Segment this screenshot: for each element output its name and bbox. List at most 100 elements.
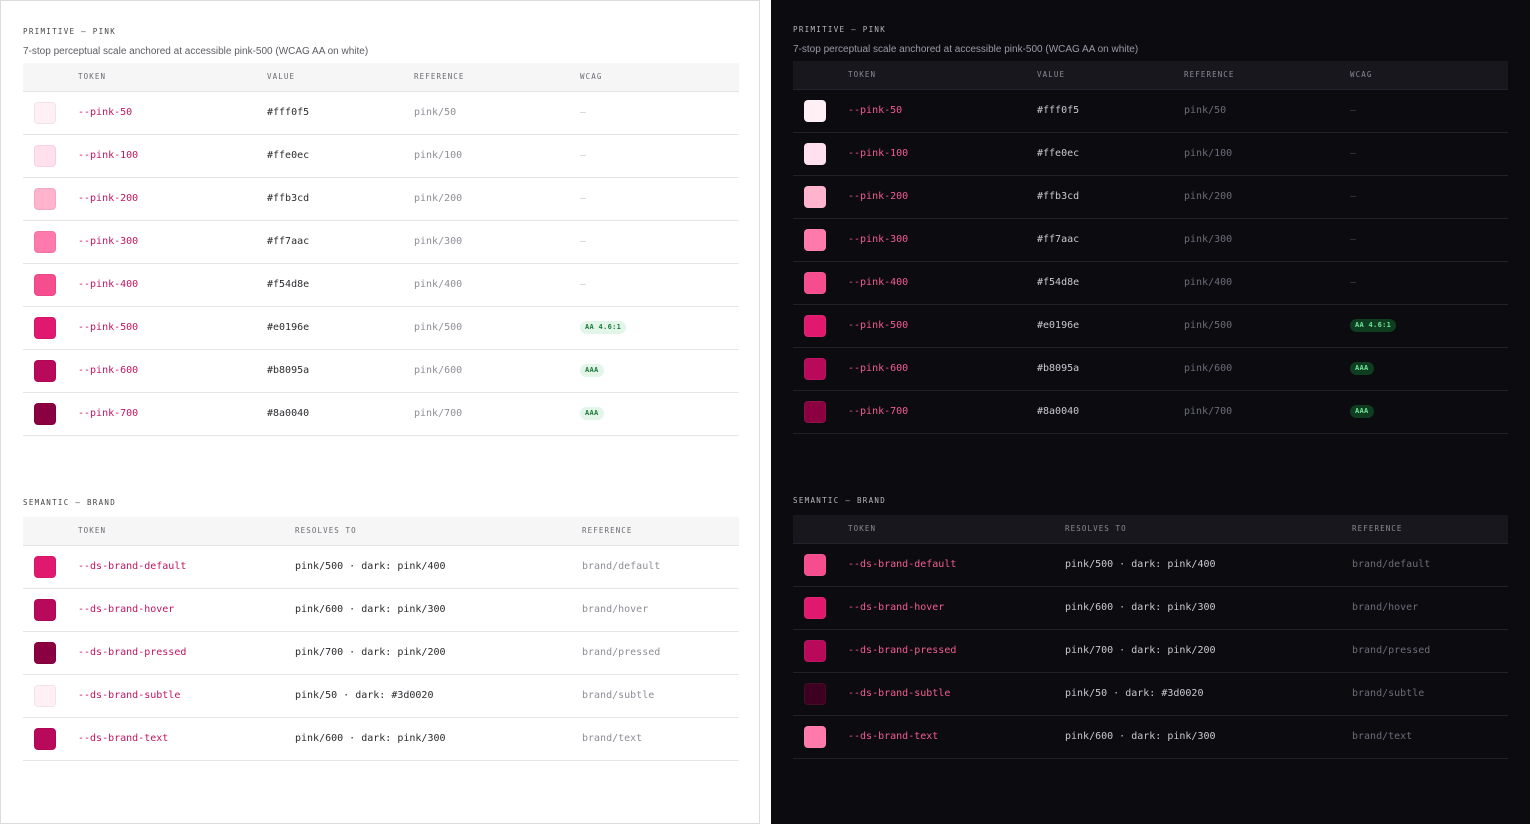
value-column-header: VALUE	[1037, 61, 1184, 90]
table-row: --ds-brand-text pink/600 · dark: pink/300…	[23, 717, 739, 761]
color-swatch	[804, 185, 826, 208]
wcag-cell: —	[580, 177, 739, 221]
semantic-token-table: TOKEN RESOLVES TO REFERENCE --ds-brand-d…	[793, 515, 1508, 759]
color-swatch	[804, 596, 826, 619]
primitive-pink-section: PRIMITIVE — PINK 7-stop perceptual scale…	[793, 24, 1508, 434]
table-header-row: TOKEN RESOLVES TO REFERENCE	[23, 517, 739, 546]
table-row: --pink-600 #b8095a pink/600 AAA	[23, 349, 739, 393]
token-reference: pink/100	[1184, 132, 1350, 176]
token-column-header: TOKEN	[78, 517, 295, 546]
wcag-empty: —	[580, 150, 587, 161]
token-name: --ds-brand-text	[78, 717, 295, 761]
token-reference: pink/500	[414, 306, 580, 350]
color-swatch	[804, 99, 826, 122]
token-name: --pink-300	[78, 220, 267, 264]
table-row: --ds-brand-hover pink/600 · dark: pink/30…	[793, 586, 1508, 630]
swatch-cell	[23, 91, 78, 135]
color-swatch	[34, 727, 56, 750]
wcag-cell: AAA	[1350, 347, 1508, 391]
table-row: --pink-200 #ffb3cd pink/200—	[23, 177, 739, 221]
token-reference: brand/pressed	[582, 631, 739, 675]
swatch-column-header	[23, 63, 78, 92]
table-header-row: TOKEN VALUE REFERENCE WCAG	[793, 61, 1508, 90]
token-name: --pink-300	[848, 218, 1037, 262]
swatch-cell	[793, 89, 848, 133]
swatch-cell	[23, 263, 78, 307]
color-swatch	[804, 271, 826, 294]
token-name: --pink-200	[78, 177, 267, 221]
token-resolves-to: pink/600 · dark: pink/300	[1065, 715, 1352, 759]
wcag-column-header: WCAG	[580, 63, 739, 92]
wcag-empty: —	[580, 193, 587, 204]
color-swatch	[34, 359, 56, 382]
color-swatch	[804, 725, 826, 748]
token-value: #fff0f5	[267, 91, 414, 135]
swatch-cell	[793, 132, 848, 176]
token-reference: pink/300	[1184, 218, 1350, 262]
color-swatch	[34, 684, 56, 707]
token-reference: pink/100	[414, 134, 580, 178]
wcag-empty: —	[1350, 105, 1357, 116]
wcag-empty: —	[1350, 234, 1357, 245]
token-resolves-to: pink/600 · dark: pink/300	[295, 717, 582, 761]
table-row: --pink-50 #fff0f5 pink/50—	[793, 89, 1508, 133]
table-row: --pink-50 #fff0f5 pink/50—	[23, 91, 739, 135]
token-reference: brand/subtle	[1352, 672, 1508, 716]
reference-column-header: REFERENCE	[1184, 61, 1350, 90]
light-theme-panel: PRIMITIVE — PINK 7-stop perceptual scale…	[0, 0, 760, 824]
wcag-cell: AA 4.6:1	[1350, 304, 1508, 348]
token-name: --pink-100	[78, 134, 267, 178]
token-reference: brand/default	[582, 545, 739, 589]
table-row: --pink-400 #f54d8e pink/400—	[793, 261, 1508, 305]
wcag-cell: AAA	[580, 392, 739, 436]
token-name: --ds-brand-text	[848, 715, 1065, 759]
token-name: --pink-50	[848, 89, 1037, 133]
section-title: PRIMITIVE — PINK	[793, 25, 887, 34]
table-row: --pink-600 #b8095a pink/600 AAA	[793, 347, 1508, 391]
token-reference: brand/hover	[582, 588, 739, 632]
wcag-cell: —	[1350, 89, 1508, 133]
table-row: --pink-100 #ffe0ec pink/100—	[793, 132, 1508, 176]
token-resolves-to: pink/500 · dark: pink/400	[1065, 543, 1352, 587]
token-name: --pink-50	[78, 91, 267, 135]
swatch-cell	[793, 543, 848, 587]
wcag-cell: —	[580, 91, 739, 135]
token-value: #ffb3cd	[1037, 175, 1184, 219]
swatch-cell	[23, 349, 78, 393]
wcag-cell: AA 4.6:1	[580, 306, 739, 350]
semantic-brand-section: SEMANTIC — BRAND TOKEN RESOLVES TO REFER…	[23, 497, 739, 761]
reference-column-header: REFERENCE	[1352, 515, 1508, 544]
primitive-pink-section: PRIMITIVE — PINK 7-stop perceptual scale…	[23, 26, 739, 436]
wcag-empty: —	[580, 236, 587, 247]
color-swatch	[34, 230, 56, 253]
swatch-cell	[793, 304, 848, 348]
table-row: --ds-brand-pressed pink/700 · dark: pink/…	[23, 631, 739, 675]
token-reference: brand/text	[582, 717, 739, 761]
token-reference: brand/subtle	[582, 674, 739, 718]
token-reference: pink/200	[1184, 175, 1350, 219]
token-reference: pink/400	[1184, 261, 1350, 305]
section-title: SEMANTIC — BRAND	[793, 496, 887, 505]
swatch-cell	[793, 715, 848, 759]
token-name: --ds-brand-pressed	[78, 631, 295, 675]
table-row: --pink-300 #ff7aac pink/300—	[23, 220, 739, 264]
color-swatch	[34, 187, 56, 210]
token-reference: pink/700	[414, 392, 580, 436]
table-row: --ds-brand-default pink/500 · dark: pink/…	[23, 545, 739, 589]
token-resolves-to: pink/600 · dark: pink/300	[295, 588, 582, 632]
section-description: 7-stop perceptual scale anchored at acce…	[793, 44, 1139, 55]
token-value: #8a0040	[267, 392, 414, 436]
color-swatch	[804, 357, 826, 380]
wcag-badge: AA 4.6:1	[580, 321, 627, 334]
color-swatch	[804, 314, 826, 337]
swatch-cell	[23, 306, 78, 350]
token-name: --pink-600	[848, 347, 1037, 391]
token-resolves-to: pink/500 · dark: pink/400	[295, 545, 582, 589]
wcag-badge: AAA	[1350, 362, 1374, 375]
token-name: --pink-600	[78, 349, 267, 393]
token-reference: pink/50	[414, 91, 580, 135]
token-value: #e0196e	[267, 306, 414, 350]
token-reference: pink/700	[1184, 390, 1350, 434]
token-value: #ff7aac	[1037, 218, 1184, 262]
swatch-column-header	[793, 61, 848, 90]
